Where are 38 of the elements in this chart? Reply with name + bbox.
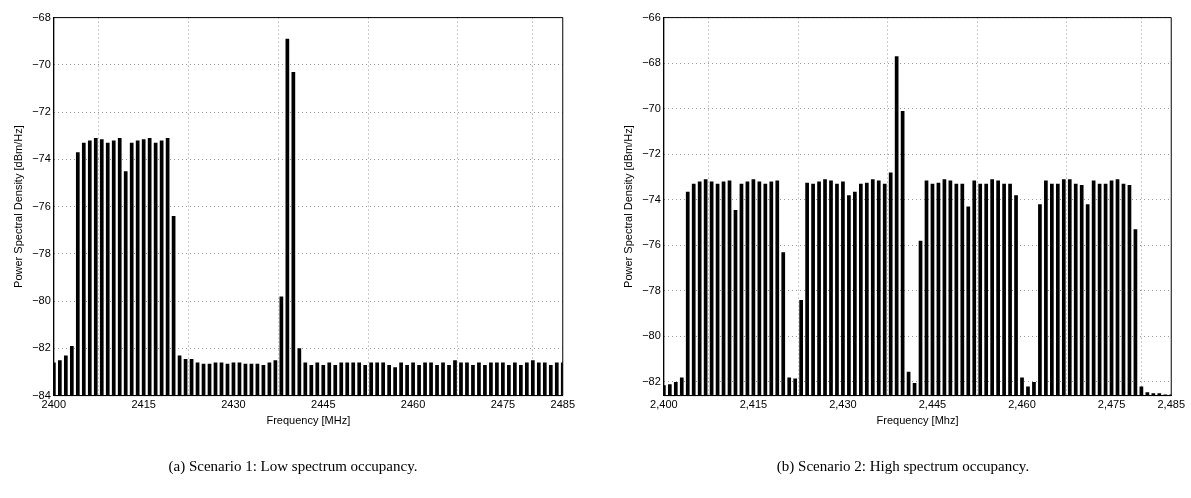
y-tick-label: −82 [642, 374, 661, 387]
y-axis-title: Power Spectral Density [dBm/Hz] [621, 125, 634, 288]
y-tick-label: −66 [642, 10, 661, 23]
text: (a) Scenario 1: Low spectrum occupancy. [167, 458, 419, 475]
y-tick-label: −76 [32, 199, 51, 212]
y-tick-label: −68 [642, 56, 661, 69]
y-tick-label: −80 [32, 294, 51, 307]
x-tick-label: 2485 [550, 398, 576, 411]
x-axis-title: Frequency [MHz] [266, 414, 351, 427]
y-tick-label: −72 [642, 147, 661, 160]
x-tick-label: 2,475 [1097, 398, 1126, 411]
x-tick-label: 2400 [41, 398, 67, 411]
x-axis-title: Frequency [Mhz] [876, 414, 959, 427]
y-tick-label: −70 [642, 101, 661, 114]
x-tick-label: 2,415 [739, 398, 768, 411]
x-tick-label: 2475 [490, 398, 516, 411]
y-tick-label: −68 [32, 10, 51, 23]
x-tick-label: 2415 [131, 398, 156, 411]
x-tick-label: 2,400 [650, 398, 678, 411]
x-tick-label: 2,430 [829, 398, 857, 411]
x-tick-label: 2,445 [918, 398, 947, 411]
x-tick-label: 2,460 [1008, 398, 1036, 411]
y-tick-label: −72 [32, 105, 51, 118]
y-tick-label: −80 [642, 329, 661, 342]
x-tick-label: 2,485 [1157, 398, 1185, 411]
y-tick-label: −74 [32, 152, 51, 165]
y-tick-label: −84 [32, 388, 51, 401]
x-tick-label: 2460 [400, 398, 426, 411]
y-tick-label: −74 [642, 192, 661, 205]
y-tick-label: −78 [642, 283, 661, 296]
y-tick-label: −78 [32, 246, 51, 259]
text: (b) Scenario 2: High spectrum occupancy. [775, 458, 1031, 475]
y-tick-label: −82 [32, 341, 51, 354]
x-tick-label: 2445 [311, 398, 336, 411]
y-tick-label: −76 [642, 238, 661, 251]
x-tick-label: 2430 [221, 398, 246, 411]
y-tick-label: −70 [32, 57, 51, 70]
y-axis-title: Power Spectral Density [dBm/Hz] [11, 125, 24, 288]
